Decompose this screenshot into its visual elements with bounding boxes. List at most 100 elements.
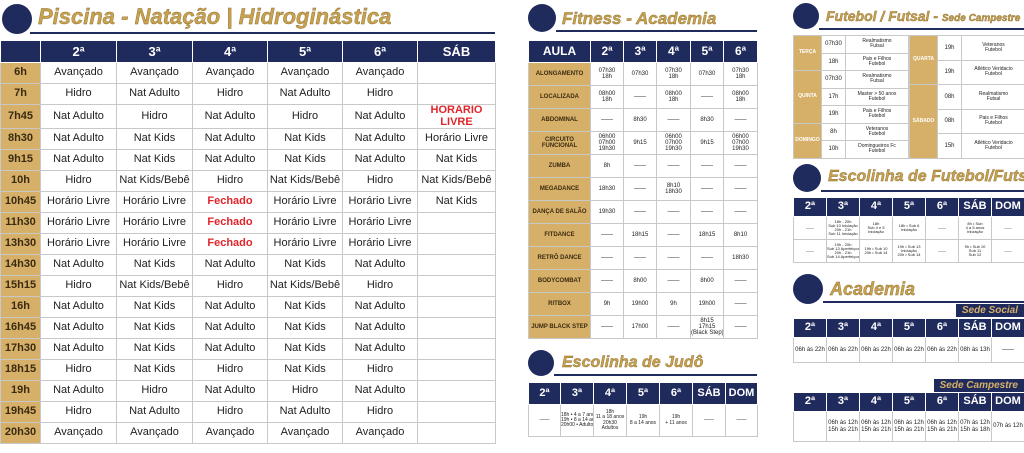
cell-line: —— [724, 163, 757, 169]
cell: Horário Livre [343, 213, 418, 234]
header-cell: 5ª [893, 198, 926, 217]
cell-text: Nat Adulto [129, 405, 180, 417]
cell: Nat Kids [117, 255, 193, 276]
cell-text: Nat Adulto [355, 342, 406, 354]
day-cell: QUINTA [794, 71, 822, 124]
header-cell: DOM [992, 319, 1024, 338]
header-cell: 4ª [193, 41, 268, 63]
time-cell: 19h [822, 106, 846, 124]
class-name: ABDOMINAL [529, 109, 591, 132]
cell-text: Nat Kids [134, 132, 176, 144]
cell: Avançado [41, 423, 117, 444]
cell-line: 19h00 [691, 301, 723, 307]
time-cell: 13h30 [1, 234, 41, 255]
cell: 8h [591, 155, 624, 178]
cell: —— [691, 86, 724, 109]
header-cell: 5ª [691, 41, 724, 63]
cell [418, 360, 496, 381]
cell-text: Nat Adulto [53, 132, 104, 144]
cell-text: Hidro [217, 174, 243, 186]
cell: Hidro [343, 402, 418, 423]
time-cell: 7h45 [1, 105, 41, 129]
cell: —— [657, 155, 691, 178]
time-cell: 14h30 [1, 255, 41, 276]
class-name: RETRÔ DANCE [529, 247, 591, 270]
cell: —— [657, 270, 691, 293]
cell: Hidro [343, 171, 418, 192]
time-cell: 17h30 [1, 339, 41, 360]
cell-line: —— [992, 226, 1024, 230]
cell: —— [657, 109, 691, 132]
cell: —— [724, 178, 758, 201]
cell: Nat Adulto [41, 105, 117, 129]
cell-line: 18h30 [657, 189, 690, 195]
cell-line: 19h00 [624, 301, 656, 307]
cell-line: 07h30 [691, 71, 723, 77]
cell: Nat Kids/Bebê [117, 276, 193, 297]
cell-text: Nat Kids [436, 153, 478, 165]
cell-line: Sub 12 [959, 253, 991, 257]
cell-text: Nat Adulto [205, 132, 256, 144]
cell-line: —— [624, 186, 656, 192]
cell: —— [591, 270, 624, 293]
row: ABDOMINAL——8h30——8h30—— [529, 109, 758, 132]
cell-text: Nat Adulto [280, 405, 331, 417]
cell: —— [926, 217, 959, 240]
cell-line: 18h30 [724, 255, 757, 261]
cell-line: 8h30 [691, 117, 723, 123]
title: Academia [830, 279, 915, 300]
cell-line: —— [724, 209, 757, 215]
cell: 9h [657, 293, 691, 316]
cell: 18h30 [724, 247, 758, 270]
cell: —— [657, 201, 691, 224]
header-cell: 3ª [117, 41, 193, 63]
cell-line: 18h [724, 97, 757, 103]
rule [554, 374, 757, 376]
cell-line: 17h00 [624, 324, 656, 330]
cell-text: Nat Adulto [355, 384, 406, 396]
header-cell: AULA [529, 41, 591, 63]
cell-text: Hidro [217, 87, 243, 99]
cell-text: Horário Livre [47, 237, 110, 249]
cell: 06h às 22h [794, 338, 827, 363]
cell: Nat Adulto [193, 150, 268, 171]
cell-line: Futebol [962, 72, 1024, 77]
time-cell: 10h [1, 171, 41, 192]
cell: —— [657, 247, 691, 270]
cell-text: Horário Livre [425, 132, 488, 144]
cell [418, 402, 496, 423]
cell: Nat Kids [268, 150, 343, 171]
cell [418, 84, 496, 105]
time-cell: 18h15 [1, 360, 41, 381]
time-cell: 19h [938, 60, 962, 85]
header-cell: 3ª [827, 319, 860, 338]
cell: Hidro [193, 402, 268, 423]
cell-text: Nat Kids [134, 321, 176, 333]
class-name: FITDANCE [529, 224, 591, 247]
cell-line: —— [591, 324, 623, 330]
cell: Nat Adulto [41, 297, 117, 318]
cell: Nat Adulto [117, 84, 193, 105]
cell-line: Futebol [846, 114, 908, 119]
cell: Hidro [193, 276, 268, 297]
cell-text: Nat Kids [134, 153, 176, 165]
cell: Hidro [193, 84, 268, 105]
cell-text: Nat Kids/Bebê [119, 279, 189, 291]
cell: Nat Adulto [117, 402, 193, 423]
cell: Nat Adulto [41, 381, 117, 402]
cell-line: Futebol [846, 62, 908, 67]
subtitle: Sede Campestre [942, 13, 1020, 24]
